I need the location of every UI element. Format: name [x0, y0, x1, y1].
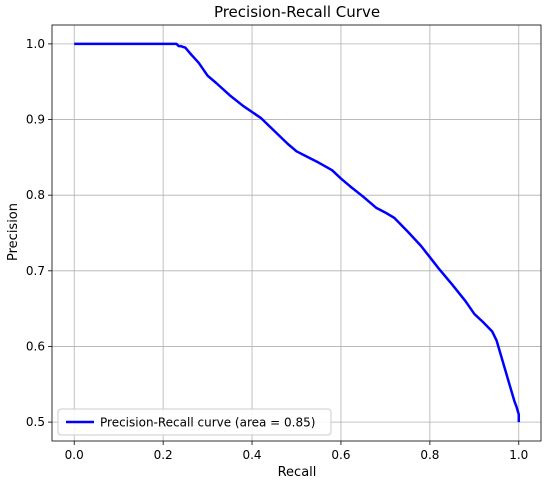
x-tick-label: 0.6: [331, 448, 350, 462]
legend: Precision-Recall curve (area = 0.85): [57, 408, 332, 436]
y-tick-label: 0.9: [26, 113, 45, 127]
x-axis-label: Recall: [278, 465, 317, 480]
legend-box: [57, 408, 332, 436]
y-tick-label: 0.5: [26, 415, 45, 429]
legend-label: Precision-Recall curve (area = 0.85): [100, 416, 315, 430]
y-tick-label: 0.6: [26, 339, 45, 353]
x-tick-label: 1.0: [509, 448, 528, 462]
series-line: [74, 42, 521, 423]
y-axis-label: Precision: [6, 203, 21, 261]
y-tick-label: 0.7: [26, 264, 45, 278]
x-tick-label: 0.4: [242, 448, 261, 462]
grid: [52, 25, 541, 441]
x-tick-label: 0.2: [154, 448, 173, 462]
plot-frame: [51, 24, 542, 442]
x-tick-label: 0.0: [65, 448, 84, 462]
x-axis: 0.0 0.2 0.4 0.6 0.8 1.0: [65, 441, 528, 462]
y-axis: 0.5 0.6 0.7 0.8 0.9 1.0: [26, 37, 52, 429]
x-tick-label: 0.8: [420, 448, 439, 462]
chart-title: Precision-Recall Curve: [214, 3, 380, 21]
y-tick-label: 1.0: [26, 37, 45, 51]
series-layer: [74, 42, 521, 423]
y-tick-label: 0.8: [26, 188, 45, 202]
